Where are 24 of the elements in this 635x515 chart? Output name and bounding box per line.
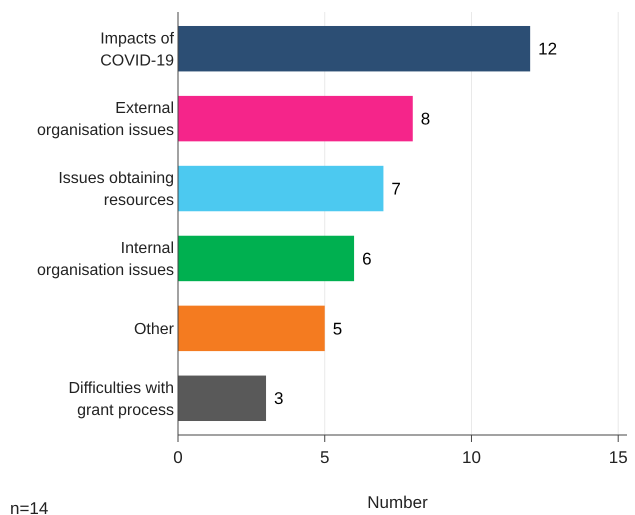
data-label: 5 — [332, 319, 342, 338]
bar — [178, 96, 413, 142]
bar — [178, 306, 325, 352]
data-label: 7 — [391, 179, 401, 198]
x-tick-label: 0 — [173, 448, 183, 467]
y-tick-label: External organisation issues — [37, 100, 174, 140]
bar — [178, 376, 266, 422]
data-label: 12 — [538, 40, 558, 59]
data-label: 8 — [420, 110, 430, 129]
bar — [178, 166, 384, 212]
x-tick-label: 10 — [462, 448, 481, 467]
x-tick-label: 5 — [320, 448, 330, 467]
bar — [178, 26, 530, 72]
data-label: 3 — [274, 389, 284, 408]
bar — [178, 236, 354, 282]
x-axis-title: Number — [367, 493, 428, 512]
y-tick-label: Impacts of COVID-19 — [100, 30, 175, 70]
y-tick-label: Difficulties with grant process — [68, 380, 174, 419]
text: n=14 — [10, 499, 48, 515]
y-tick-label: Issues obtaining resources — [58, 170, 174, 210]
data-label: 6 — [362, 249, 372, 268]
x-tick-label: 15 — [608, 448, 628, 467]
y-tick-label: Other — [134, 320, 175, 338]
y-tick-label: Internal organisation issues — [37, 240, 174, 280]
